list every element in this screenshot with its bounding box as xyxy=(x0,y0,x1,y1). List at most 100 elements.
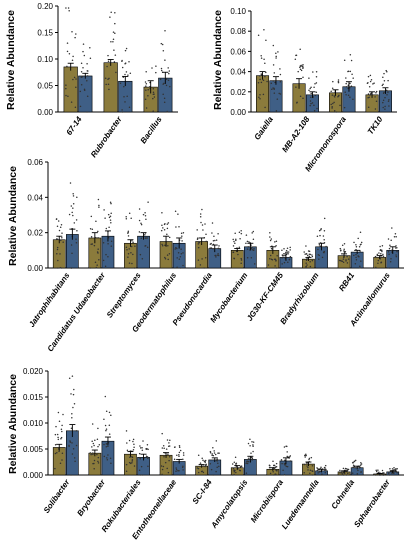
point-1-1-s1-13 xyxy=(108,77,110,80)
y-tick-label-4-2: 0.010 xyxy=(23,419,44,428)
point-2-1-s2-10 xyxy=(315,76,318,78)
point-4-7-s1-20 xyxy=(306,462,308,464)
point-2-1-s2-19 xyxy=(315,91,318,94)
point-1-2-s2-18 xyxy=(162,93,164,95)
point-2-1-s2-15 xyxy=(315,82,318,84)
point-3-6-s1-1 xyxy=(269,236,271,238)
point-4-9-s2-10 xyxy=(396,472,398,474)
point-3-6-s1-7 xyxy=(270,238,273,240)
point-2-2-s1-21 xyxy=(333,110,336,112)
point-1-2-s2-14 xyxy=(163,101,166,104)
point-1-0-s2-12 xyxy=(86,62,88,65)
point-2-0-s2-3 xyxy=(274,81,276,83)
point-4-8-s2-5 xyxy=(352,464,355,467)
point-4-6-s2-11 xyxy=(287,456,289,458)
point-3-9-s2-9 xyxy=(390,258,392,260)
point-1-1-s1-4 xyxy=(112,31,115,33)
point-1-0-s1-20 xyxy=(71,30,73,33)
point-3-2-s1-7 xyxy=(125,217,128,220)
point-3-8-s1-18 xyxy=(340,249,342,251)
point-4-2-s2-13 xyxy=(139,474,142,476)
point-4-2-s1-12 xyxy=(133,465,136,467)
point-1-0-s1-12 xyxy=(68,10,70,12)
y-tick-label-2-1: 0.02 xyxy=(230,88,246,97)
point-4-4-s1-16 xyxy=(204,465,206,467)
point-4-1-s2-13 xyxy=(106,458,109,461)
point-4-6-s1-17 xyxy=(275,465,278,468)
point-4-4-s1-7 xyxy=(197,454,200,456)
point-3-3-s1-19 xyxy=(166,223,169,225)
point-4-5-s2-4 xyxy=(247,442,250,445)
point-2-3-s1-7 xyxy=(375,100,378,103)
point-3-4-s2-3 xyxy=(209,247,211,249)
point-2-0-s1-4 xyxy=(260,57,263,59)
point-3-9-s2-12 xyxy=(391,227,393,229)
point-3-3-s1-20 xyxy=(167,222,170,224)
point-4-7-s2-19 xyxy=(316,469,319,472)
point-2-3-s2-3 xyxy=(382,76,384,78)
point-3-7-s1-21 xyxy=(309,261,311,263)
point-4-9-s1-18 xyxy=(378,474,380,476)
point-3-6-s1-19 xyxy=(274,241,276,243)
point-3-7-s1-18 xyxy=(305,245,307,247)
point-2-3-s2-17 xyxy=(386,70,388,73)
point-1-2-s1-10 xyxy=(151,67,153,69)
point-4-8-s2-12 xyxy=(360,471,362,473)
point-3-9-s2-17 xyxy=(389,260,392,263)
point-3-1-s2-2 xyxy=(110,240,113,242)
point-1-1-s1-17 xyxy=(107,54,109,57)
point-4-4-s1-10 xyxy=(205,463,207,466)
point-2-2-s1-6 xyxy=(331,87,334,89)
point-4-0-s1-15 xyxy=(57,438,60,441)
point-4-9-s2-11 xyxy=(393,468,395,471)
category-label-1-0: 67-14 xyxy=(65,115,84,137)
point-4-3-s1-4 xyxy=(165,448,168,450)
point-2-0-s2-2 xyxy=(273,92,276,94)
point-4-0-s2-10 xyxy=(75,444,78,447)
point-1-1-s1-10 xyxy=(107,83,110,85)
point-2-0-s2-11 xyxy=(275,52,277,54)
point-2-1-s1-12 xyxy=(302,66,304,68)
point-3-7-s1-0 xyxy=(309,265,312,268)
point-4-0-s2-2 xyxy=(71,453,74,455)
point-2-0-s1-19 xyxy=(260,73,263,75)
point-2-1-s1-13 xyxy=(299,95,302,97)
point-3-1-s2-13 xyxy=(109,219,112,221)
point-3-9-s2-21 xyxy=(391,249,393,251)
point-4-1-s2-14 xyxy=(103,443,105,446)
point-3-1-s2-21 xyxy=(105,253,107,256)
point-1-2-s1-2 xyxy=(152,88,155,90)
category-label-4-9: Sphaerobacter xyxy=(352,477,392,529)
point-3-8-s1-0 xyxy=(343,248,345,251)
point-1-2-s2-20 xyxy=(166,110,168,113)
bar-4-4-s2 xyxy=(208,459,222,476)
point-3-2-s2-16 xyxy=(140,237,143,240)
point-3-1-s1-18 xyxy=(98,206,100,208)
point-3-1-s1-9 xyxy=(94,261,97,263)
point-4-8-s2-13 xyxy=(351,472,354,474)
point-1-0-s1-18 xyxy=(65,94,67,97)
point-1-2-s2-17 xyxy=(163,97,166,99)
point-4-7-s1-7 xyxy=(309,472,311,475)
point-4-8-s2-6 xyxy=(353,460,356,463)
point-3-8-s2-7 xyxy=(359,244,362,246)
point-4-0-s1-20 xyxy=(61,424,63,427)
point-3-0-s1-16 xyxy=(55,218,58,220)
point-1-1-s1-12 xyxy=(110,41,112,43)
point-3-0-s1-20 xyxy=(56,248,59,251)
category-label-4-4: SC-I-84 xyxy=(191,478,214,506)
point-3-1-s1-5 xyxy=(97,198,100,201)
point-3-7-s1-2 xyxy=(308,255,311,258)
point-4-2-s2-17 xyxy=(141,446,143,449)
point-4-4-s1-0 xyxy=(202,459,204,462)
point-4-9-s1-17 xyxy=(377,469,379,471)
point-4-4-s1-13 xyxy=(197,467,200,470)
point-1-0-s1-9 xyxy=(66,50,69,53)
y-tick-label-3-1: 0.02 xyxy=(27,229,43,238)
point-4-9-s1-11 xyxy=(374,473,376,476)
point-3-4-s1-20 xyxy=(203,267,205,269)
point-3-8-s2-18 xyxy=(359,265,361,267)
category-label-4-1: Bryobacter xyxy=(75,477,107,517)
point-4-5-s1-4 xyxy=(233,473,235,476)
point-1-0-s1-14 xyxy=(75,78,77,80)
